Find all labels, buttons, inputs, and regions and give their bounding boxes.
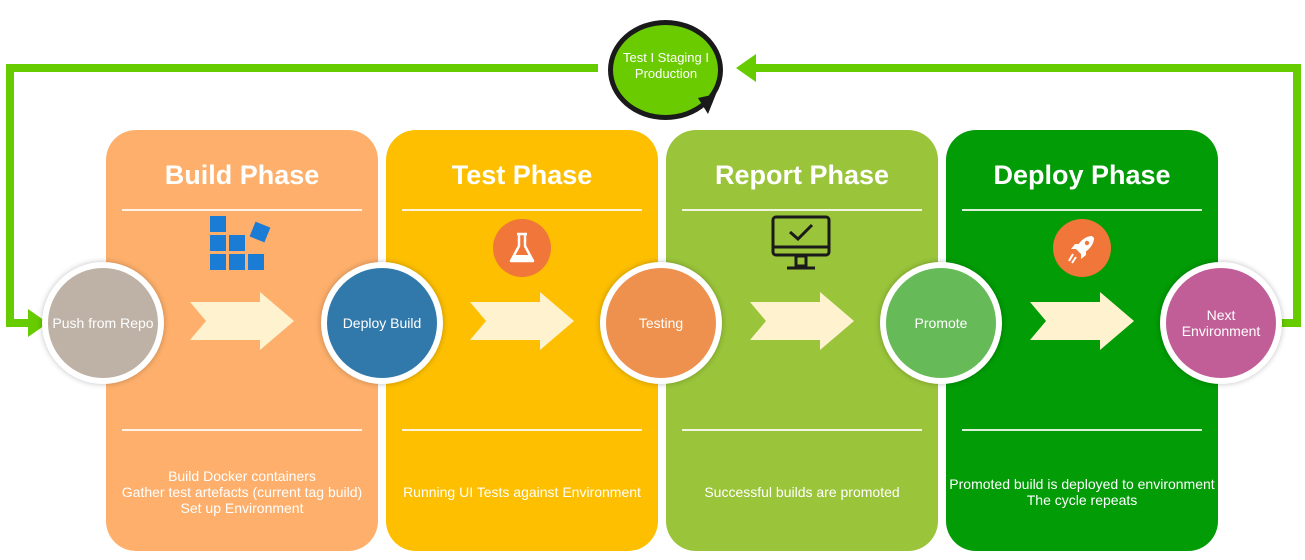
promote-node: Promote: [880, 262, 1002, 384]
node-label: Promote: [914, 315, 968, 331]
stacked-blocks-icon: [210, 216, 271, 270]
environment-cycle-badge: Test I Staging I Production: [604, 12, 728, 124]
testing-node: Testing: [600, 262, 722, 384]
divider: [682, 429, 922, 431]
monitor-check-icon: [771, 215, 831, 270]
loop-arrowhead-right: [736, 54, 756, 82]
description-line: Running UI Tests against Environment: [403, 484, 641, 500]
divider: [962, 209, 1202, 211]
next-environment-node: Next Environment: [1160, 262, 1282, 384]
divider: [682, 209, 922, 211]
deploy-build-node: Deploy Build: [321, 262, 443, 384]
description-line: Successful builds are promoted: [704, 484, 900, 500]
node-label: Push from Repo: [52, 315, 154, 331]
description-line: Gather test artefacts (current tag build…: [121, 484, 363, 500]
phase-title: Test Phase: [451, 160, 593, 190]
description-line: The cycle repeats: [1026, 492, 1138, 508]
phase-description: Promoted build is deployed to environmen…: [946, 452, 1218, 532]
phase-description: Running UI Tests against Environment: [386, 452, 658, 532]
cycle-arrow-icon: [698, 94, 716, 114]
flow-arrow: [470, 292, 574, 350]
loop-line-right: [752, 64, 1301, 327]
divider: [122, 429, 362, 431]
divider: [402, 209, 642, 211]
node-label: Deploy Build: [342, 315, 422, 331]
phase-description: Successful builds are promoted: [666, 452, 938, 532]
divider: [962, 429, 1202, 431]
phase-title: Report Phase: [714, 160, 890, 190]
divider: [402, 429, 642, 431]
flow-arrow: [190, 292, 294, 350]
node-label: Testing: [638, 315, 684, 331]
flow-arrow: [750, 292, 854, 350]
divider: [122, 209, 362, 211]
phase-description: Build Docker containers Gather test arte…: [106, 452, 378, 532]
node-label: Next Environment: [1181, 307, 1261, 339]
description-line: Promoted build is deployed to environmen…: [949, 476, 1215, 492]
phase-title: Deploy Phase: [993, 160, 1171, 190]
description-line: Build Docker containers: [168, 468, 316, 484]
flask-icon: [493, 219, 551, 277]
loop-line-left: [6, 64, 598, 327]
phase-title: Build Phase: [164, 160, 320, 190]
description-line: Set up Environment: [180, 500, 304, 516]
push-from-repo-node: Push from Repo: [42, 262, 164, 384]
rocket-icon: [1053, 219, 1111, 277]
loop-arrowhead-left: [28, 309, 48, 337]
cycle-label: Test I Staging I Production: [623, 50, 709, 81]
flow-arrow: [1030, 292, 1134, 350]
